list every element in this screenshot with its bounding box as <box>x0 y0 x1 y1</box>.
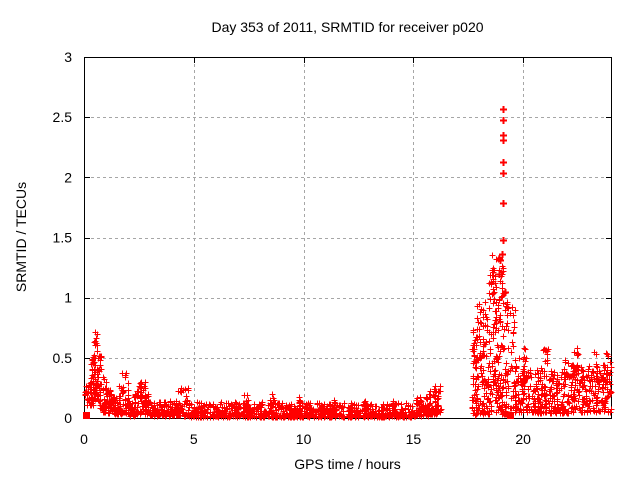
data-points <box>82 252 615 421</box>
x-tick-label: 0 <box>80 431 88 447</box>
zero-square-marker <box>507 412 514 419</box>
zero-square-marker <box>83 412 90 419</box>
chart-title: Day 353 of 2011, SRMTID for receiver p02… <box>211 19 484 35</box>
x-axis-label: GPS time / hours <box>294 456 401 472</box>
x-tick-label: 15 <box>406 431 422 447</box>
y-tick-label: 1.5 <box>53 230 73 246</box>
y-tick-label: 1 <box>64 290 72 306</box>
y-tick-label: 0.5 <box>53 350 73 366</box>
x-tick-label: 10 <box>296 431 312 447</box>
y-tick-label: 2 <box>64 169 72 185</box>
x-tick-label: 5 <box>190 431 198 447</box>
x-tick-label: 20 <box>515 431 531 447</box>
outlier-points <box>496 106 509 296</box>
y-tick-label: 0 <box>64 410 72 426</box>
y-tick-label: 3 <box>64 49 72 65</box>
gridlines <box>85 58 610 417</box>
y-tick-label: 2.5 <box>53 109 73 125</box>
